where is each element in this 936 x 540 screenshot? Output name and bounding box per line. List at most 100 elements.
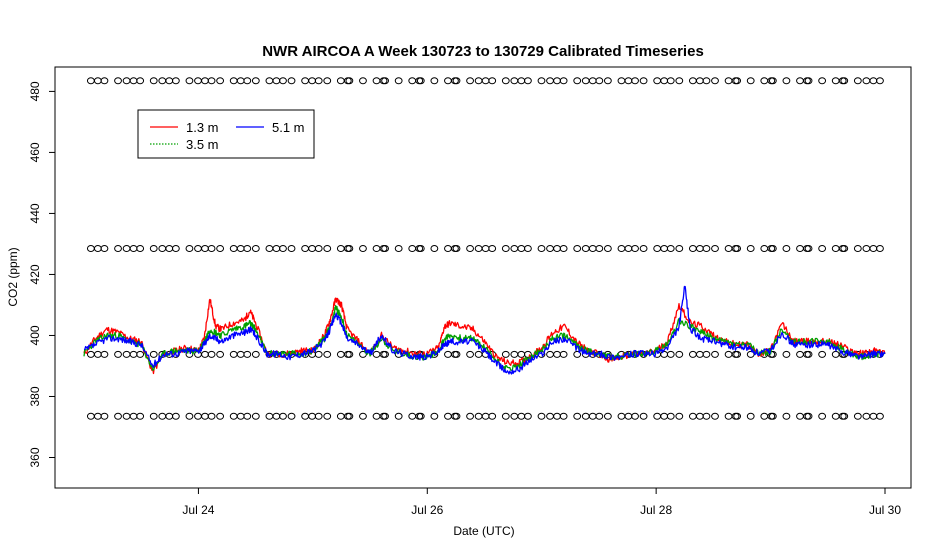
- calibration-point: [207, 412, 216, 420]
- calibration-point: [474, 350, 483, 358]
- calibration-point: [481, 245, 490, 253]
- calibration-point: [158, 245, 167, 253]
- calibration-point: [265, 412, 274, 420]
- calibration-point: [653, 245, 662, 253]
- calibration-point: [831, 412, 840, 420]
- calibration-point: [831, 77, 840, 85]
- y-tick-label: 380: [28, 386, 42, 406]
- calibration-point: [838, 245, 847, 253]
- calibration-point: [216, 245, 225, 253]
- calibration-point: [617, 77, 626, 85]
- calibration-point: [501, 77, 510, 85]
- calibration-point: [588, 245, 597, 253]
- calibration-point: [129, 77, 138, 85]
- calibration-point: [595, 77, 604, 85]
- calibration-point: [481, 412, 490, 420]
- calibration-point: [695, 77, 704, 85]
- calibration-point: [100, 350, 109, 358]
- calibration-point: [158, 412, 167, 420]
- series-layer: [83, 285, 886, 375]
- calibration-point: [639, 77, 648, 85]
- calibration-point: [336, 412, 345, 420]
- calibration-point: [372, 245, 381, 253]
- calibration-point: [603, 412, 612, 420]
- calibration-point: [631, 412, 639, 420]
- calibration-point: [201, 77, 209, 85]
- calibration-point: [308, 77, 317, 85]
- calibration-point: [243, 77, 252, 85]
- calibration-point: [746, 77, 755, 85]
- x-tick-label: Jul 26: [411, 503, 443, 517]
- calibration-point: [272, 245, 281, 253]
- calibration-point: [818, 245, 827, 253]
- calibration-point: [796, 412, 804, 420]
- calibration-point: [243, 412, 252, 420]
- calibration-point: [394, 245, 403, 253]
- calibration-point: [631, 245, 639, 253]
- calibration-point: [251, 350, 260, 358]
- calibration-point: [229, 77, 238, 85]
- calibration-point: [804, 412, 813, 420]
- calibration-point: [524, 245, 532, 253]
- calibration-point: [768, 245, 777, 253]
- calibration-point: [301, 77, 310, 85]
- calibration-point: [481, 77, 490, 85]
- calibration-point: [559, 412, 568, 420]
- calibration-point: [323, 412, 332, 420]
- calibration-point: [546, 350, 554, 358]
- calibration-point: [149, 412, 158, 420]
- calibration-point: [171, 77, 180, 85]
- calibration-point: [695, 245, 704, 253]
- calibration-point: [207, 77, 216, 85]
- calibration-point: [466, 350, 474, 358]
- calibration-point: [818, 412, 827, 420]
- calibration-point: [451, 77, 459, 85]
- calibration-point: [165, 77, 174, 85]
- calibration-point: [573, 77, 582, 85]
- x-tick-label: Jul 24: [182, 503, 214, 517]
- calibration-point: [343, 412, 352, 420]
- calibration-point: [359, 412, 367, 420]
- calibration-point: [345, 412, 354, 420]
- calibration-point: [114, 245, 122, 253]
- calibration-point: [379, 245, 388, 253]
- calibration-point: [546, 77, 554, 85]
- calibration-point: [314, 245, 323, 253]
- calibration-point: [639, 412, 648, 420]
- calibration-point: [724, 350, 733, 358]
- calibration-point: [853, 245, 862, 253]
- calibration-point: [488, 245, 497, 253]
- calibration-point: [733, 412, 742, 420]
- calibration-point: [553, 412, 561, 420]
- calibration-point: [559, 350, 568, 358]
- calibration-point: [666, 350, 675, 358]
- calibration-point: [876, 245, 884, 253]
- calibration-point: [216, 412, 225, 420]
- calibration-point: [301, 245, 310, 253]
- calibration-point: [803, 245, 811, 253]
- calibration-point: [733, 350, 742, 358]
- calibration-point: [746, 412, 755, 420]
- calibration-point: [122, 245, 131, 253]
- calibration-point: [862, 412, 871, 420]
- calibration-point: [796, 245, 804, 253]
- calibration-point: [711, 245, 719, 253]
- calibration-point: [831, 350, 840, 358]
- calibration-points-layer: [86, 77, 884, 420]
- calibration-point: [782, 77, 791, 85]
- calibration-point: [287, 77, 296, 85]
- calibration-point: [114, 412, 122, 420]
- calibration-point: [171, 245, 180, 253]
- calibration-point: [272, 412, 281, 420]
- x-tick-label: Jul 30: [869, 503, 901, 517]
- y-tick-label: 480: [28, 81, 42, 101]
- calibration-point: [158, 77, 167, 85]
- calibration-point: [185, 412, 194, 420]
- calibration-point: [768, 350, 777, 358]
- calibration-point: [93, 77, 102, 85]
- calibration-point: [93, 412, 102, 420]
- calibration-point: [876, 412, 884, 420]
- y-tick-label: 420: [28, 264, 42, 284]
- calibration-point: [287, 245, 296, 253]
- calibration-point: [430, 77, 439, 85]
